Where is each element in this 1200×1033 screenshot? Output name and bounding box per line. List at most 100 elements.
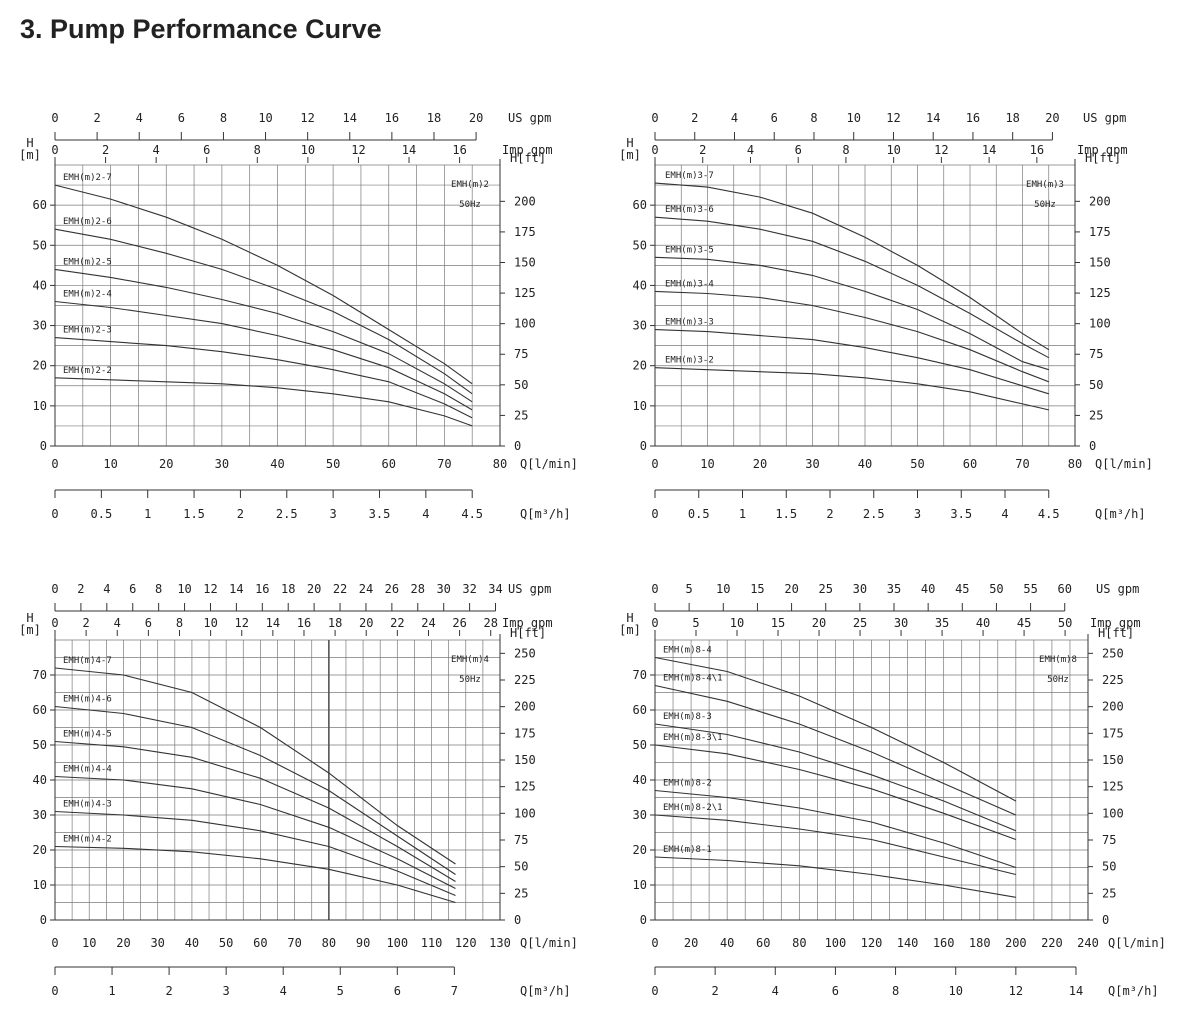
tick-label-q-lmin: 200 xyxy=(1005,936,1027,950)
tick-label-h-m: 50 xyxy=(633,238,647,252)
tick-label-h-ft: 25 xyxy=(514,886,528,900)
series-curve xyxy=(654,684,1017,816)
tick-label-q-lmin: 0 xyxy=(51,457,58,471)
tick-label-h-ft: 50 xyxy=(514,860,528,874)
series-label: EMH(m)2-6 xyxy=(63,217,112,227)
tick-label-q-m3h: 3.5 xyxy=(369,507,391,521)
tick-label-q-lmin: 80 xyxy=(792,936,806,950)
tick-label-h-ft: 125 xyxy=(514,780,536,794)
tick-label-h-ft: 150 xyxy=(514,753,536,767)
tick-label-q-lmin: 10 xyxy=(82,936,96,950)
tick-label-h-ft: 25 xyxy=(514,408,528,422)
unit-usgpm-label: US gpm xyxy=(1083,111,1126,125)
unit-h-m-label: [m] xyxy=(19,623,41,637)
tick-label-usgpm: 10 xyxy=(846,111,860,125)
tick-label-usgpm: 22 xyxy=(333,582,347,596)
tick-label-h-ft: 50 xyxy=(1102,860,1116,874)
series-label: EMH(m)8-4 xyxy=(663,646,712,656)
tick-label-q-m3h: 6 xyxy=(394,984,401,998)
series-curve xyxy=(54,845,456,904)
tick-label-impgpm: 6 xyxy=(145,616,152,630)
tick-label-h-m: 20 xyxy=(633,359,647,373)
tick-label-h-m: 70 xyxy=(633,668,647,682)
tick-label-impgpm: 10 xyxy=(301,143,315,157)
tick-label-usgpm: 10 xyxy=(177,582,191,596)
series-label: EMH(m)4-4 xyxy=(63,765,112,775)
tick-label-h-m: 0 xyxy=(640,439,647,453)
unit-q-m3h-label: Q[m³/h] xyxy=(520,984,571,998)
frequency-label: 50Hz xyxy=(1047,675,1069,685)
tick-label-impgpm: 25 xyxy=(853,616,867,630)
tick-label-q-lmin: 90 xyxy=(356,936,370,950)
tick-label-q-m3h: 4 xyxy=(280,984,287,998)
tick-label-usgpm: 45 xyxy=(955,582,969,596)
tick-label-impgpm: 35 xyxy=(935,616,949,630)
series-curve xyxy=(54,667,456,865)
tick-label-h-m: 40 xyxy=(633,278,647,292)
series-curve xyxy=(54,740,456,882)
tick-label-h-m: 10 xyxy=(33,878,47,892)
tick-label-usgpm: 6 xyxy=(178,111,185,125)
tick-label-q-lmin: 130 xyxy=(489,936,511,950)
unit-impgpm-label: Imp gpm xyxy=(502,616,553,630)
tick-label-impgpm: 22 xyxy=(390,616,404,630)
tick-label-usgpm: 8 xyxy=(220,111,227,125)
unit-h-m-label: H xyxy=(26,611,33,625)
tick-label-impgpm: 30 xyxy=(894,616,908,630)
tick-label-q-m3h: 3 xyxy=(330,507,337,521)
tick-label-q-lmin: 120 xyxy=(455,936,477,950)
tick-label-q-m3h: 2 xyxy=(165,984,172,998)
tick-label-q-lmin: 160 xyxy=(933,936,955,950)
tick-label-usgpm: 20 xyxy=(469,111,483,125)
tick-label-q-m3h: 0 xyxy=(51,984,58,998)
tick-label-usgpm: 32 xyxy=(462,582,476,596)
tick-label-q-lmin: 40 xyxy=(270,457,284,471)
tick-label-impgpm: 45 xyxy=(1017,616,1031,630)
tick-label-q-lmin: 60 xyxy=(963,457,977,471)
tick-label-h-ft: 175 xyxy=(514,726,536,740)
unit-h-m-label: H xyxy=(26,136,33,150)
tick-label-impgpm: 2 xyxy=(102,143,109,157)
tick-label-q-lmin: 80 xyxy=(493,457,507,471)
series-curve xyxy=(654,656,1017,802)
series-label: EMH(m)3-4 xyxy=(665,279,714,289)
tick-label-impgpm: 15 xyxy=(771,616,785,630)
tick-label-q-m3h: 14 xyxy=(1069,984,1083,998)
tick-label-h-ft: 250 xyxy=(1102,646,1124,660)
tick-label-q-lmin: 80 xyxy=(1068,457,1082,471)
tick-label-q-m3h: 2.5 xyxy=(276,507,298,521)
tick-label-h-m: 30 xyxy=(633,808,647,822)
tick-label-h-ft: 0 xyxy=(1089,439,1096,453)
tick-label-h-m: 40 xyxy=(33,773,47,787)
tick-label-h-m: 20 xyxy=(33,359,47,373)
tick-label-h-m: 0 xyxy=(40,439,47,453)
tick-label-usgpm: 20 xyxy=(307,582,321,596)
tick-label-q-lmin: 40 xyxy=(858,457,872,471)
series-label: EMH(m)8-3\1 xyxy=(663,733,723,743)
tick-label-impgpm: 40 xyxy=(976,616,990,630)
tick-label-h-m: 60 xyxy=(633,198,647,212)
frequency-label: 50Hz xyxy=(459,200,481,210)
unit-q-lmin-label: Q[l/min] xyxy=(1095,457,1153,471)
tick-label-usgpm: 16 xyxy=(966,111,980,125)
tick-label-impgpm: 8 xyxy=(842,143,849,157)
tick-label-h-m: 0 xyxy=(40,913,47,927)
tick-label-q-lmin: 110 xyxy=(421,936,443,950)
tick-label-usgpm: 18 xyxy=(427,111,441,125)
tick-label-usgpm: 26 xyxy=(385,582,399,596)
tick-label-usgpm: 12 xyxy=(203,582,217,596)
tick-label-q-lmin: 120 xyxy=(861,936,883,950)
unit-h-m-label: H xyxy=(626,611,633,625)
tick-label-q-lmin: 20 xyxy=(753,457,767,471)
tick-label-usgpm: 2 xyxy=(691,111,698,125)
tick-label-usgpm: 0 xyxy=(51,111,58,125)
tick-label-q-lmin: 40 xyxy=(720,936,734,950)
series-label: EMH(m)3-6 xyxy=(665,205,714,215)
tick-label-q-m3h: 4.5 xyxy=(461,507,483,521)
series-label: EMH(m)8-2\1 xyxy=(663,803,723,813)
unit-usgpm-label: US gpm xyxy=(508,582,551,596)
unit-h-m-label: [m] xyxy=(619,148,641,162)
tick-label-q-m3h: 2.5 xyxy=(863,507,885,521)
tick-label-h-ft: 100 xyxy=(514,806,536,820)
tick-label-impgpm: 14 xyxy=(402,143,416,157)
